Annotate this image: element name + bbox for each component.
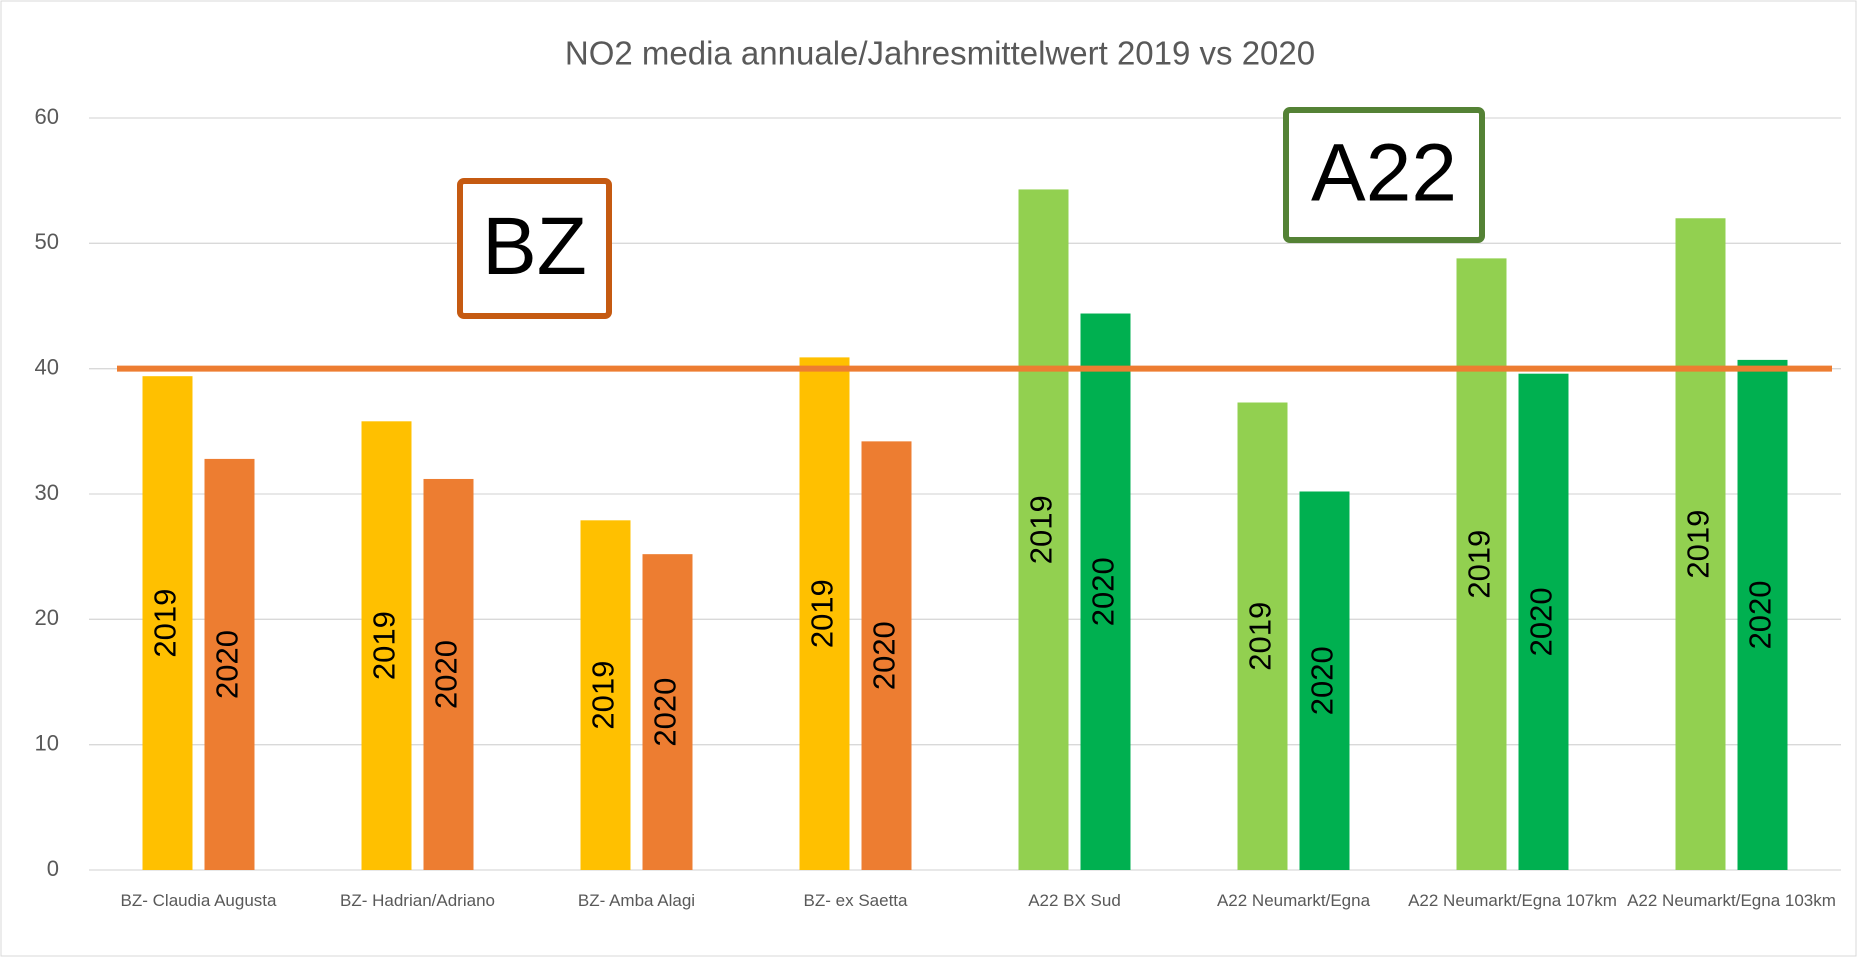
- bar-label: 2019: [1681, 510, 1716, 579]
- y-tick-label: 20: [35, 605, 59, 630]
- bar: [1456, 258, 1507, 871]
- bar-label: 2019: [367, 611, 402, 680]
- bar-label: 2020: [867, 621, 902, 690]
- x-tick-label: A22 BX Sud: [1028, 891, 1121, 910]
- bar-label: 2020: [1743, 580, 1778, 649]
- bar: [361, 421, 412, 870]
- x-tick-label: A22 Neumarkt/Egna 103km: [1627, 891, 1836, 910]
- annotation-box: [1283, 107, 1485, 243]
- bar: [1299, 491, 1350, 870]
- y-tick-label: 0: [47, 856, 59, 881]
- bar-label: 2020: [648, 678, 683, 747]
- bar-label: 2020: [210, 630, 245, 699]
- x-tick-label: A22 Neumarkt/Egna 107km: [1408, 891, 1617, 910]
- bar: [142, 376, 193, 870]
- x-tick-label: A22 Neumarkt/Egna: [1216, 891, 1371, 910]
- x-tick-label: BZ- Hadrian/Adriano: [340, 891, 495, 910]
- y-tick-label: 60: [35, 104, 59, 129]
- bar: [423, 478, 474, 870]
- bar-label: 2019: [148, 589, 183, 658]
- bar-label: 2020: [1524, 587, 1559, 656]
- bar-label: 2019: [586, 661, 621, 730]
- y-tick-label: 30: [35, 480, 59, 505]
- chart-title: NO2 media annuale/Jahresmittelwert 2019 …: [565, 35, 1315, 72]
- x-tick-label: BZ- Amba Alagi: [577, 891, 696, 910]
- bar: [1737, 359, 1788, 870]
- bar-label: 2020: [429, 640, 464, 709]
- bar: [799, 357, 850, 870]
- bar-label: 2019: [805, 579, 840, 648]
- x-tick-label: BZ- ex Saetta: [803, 891, 908, 910]
- bar: [1518, 373, 1569, 870]
- bar: [1675, 218, 1726, 870]
- annotation-text: BZ: [482, 201, 587, 292]
- bar-label: 2020: [1086, 557, 1121, 626]
- bar: [861, 441, 912, 870]
- bar-label: 2019: [1462, 530, 1497, 599]
- bar: [204, 458, 255, 870]
- annotation-text: A22: [1311, 128, 1457, 219]
- y-tick-label: 50: [35, 229, 59, 254]
- bar-label: 2020: [1305, 646, 1340, 715]
- y-tick-label: 10: [35, 730, 59, 755]
- y-tick-label: 40: [35, 354, 59, 379]
- bar: [1080, 313, 1131, 870]
- bar-label: 2019: [1243, 602, 1278, 671]
- annotation-box: [457, 178, 612, 319]
- bar: [642, 554, 693, 870]
- bar: [1237, 402, 1288, 870]
- bar-label: 2019: [1024, 495, 1059, 564]
- bar: [1018, 189, 1069, 870]
- bar: [580, 520, 631, 870]
- x-tick-label: BZ- Claudia Augusta: [120, 891, 277, 910]
